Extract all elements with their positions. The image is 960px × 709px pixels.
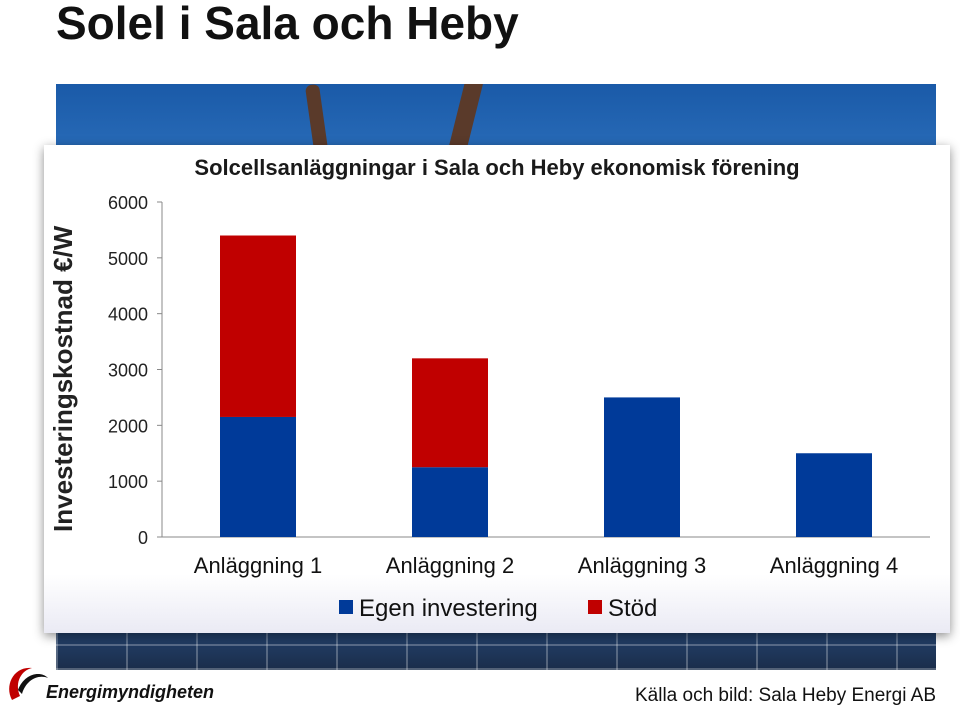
legend: Egen investering Stöd — [339, 595, 657, 622]
y-tick-label: 0 — [138, 528, 148, 548]
logo-arc-icon — [18, 674, 48, 694]
category-label: Anläggning 4 — [770, 553, 898, 578]
chart-panel: Solcellsanläggningar i Sala och Heby eko… — [44, 145, 950, 633]
chart-title: Solcellsanläggningar i Sala och Heby eko… — [194, 155, 799, 180]
axis-layer: 0 1000 2000 3000 4000 5000 6000 — [108, 193, 930, 548]
bar-egen-2 — [412, 467, 488, 537]
legend-label-stod: Stöd — [608, 595, 657, 622]
slide-title: Solel i Sala och Heby — [56, 0, 519, 49]
category-label: Anläggning 3 — [578, 553, 706, 578]
y-tick-label: 1000 — [108, 472, 148, 492]
y-axis-label: Investeringskostnad €/W — [48, 225, 78, 532]
bar-egen-3 — [604, 397, 680, 537]
legend-swatch-egen — [339, 600, 353, 614]
logo-text: Energimyndigheten — [46, 682, 215, 702]
category-label: Anläggning 2 — [386, 553, 514, 578]
bar-stod-1 — [220, 235, 296, 417]
bar-layer — [220, 235, 872, 537]
y-tick-label: 6000 — [108, 193, 148, 213]
logo-swoosh-icon — [9, 667, 32, 700]
category-labels: Anläggning 1 Anläggning 2 Anläggning 3 Anlä… — [194, 553, 898, 578]
bar-egen-4 — [796, 453, 872, 537]
y-tick-label: 5000 — [108, 249, 148, 269]
bar-stod-2 — [412, 358, 488, 468]
source-credit: Källa och bild: Sala Heby Energi AB — [634, 685, 936, 706]
y-tick-label: 3000 — [108, 361, 148, 381]
energimyndigheten-logo — [9, 667, 48, 700]
bar-egen-1 — [220, 416, 296, 537]
chart: Solcellsanläggningar i Sala och Heby eko… — [108, 155, 930, 622]
legend-swatch-stod — [588, 600, 602, 614]
y-tick-label: 2000 — [108, 416, 148, 436]
legend-label-egen: Egen investering — [359, 595, 538, 622]
y-tick-label: 4000 — [108, 305, 148, 325]
category-label: Anläggning 1 — [194, 553, 322, 578]
